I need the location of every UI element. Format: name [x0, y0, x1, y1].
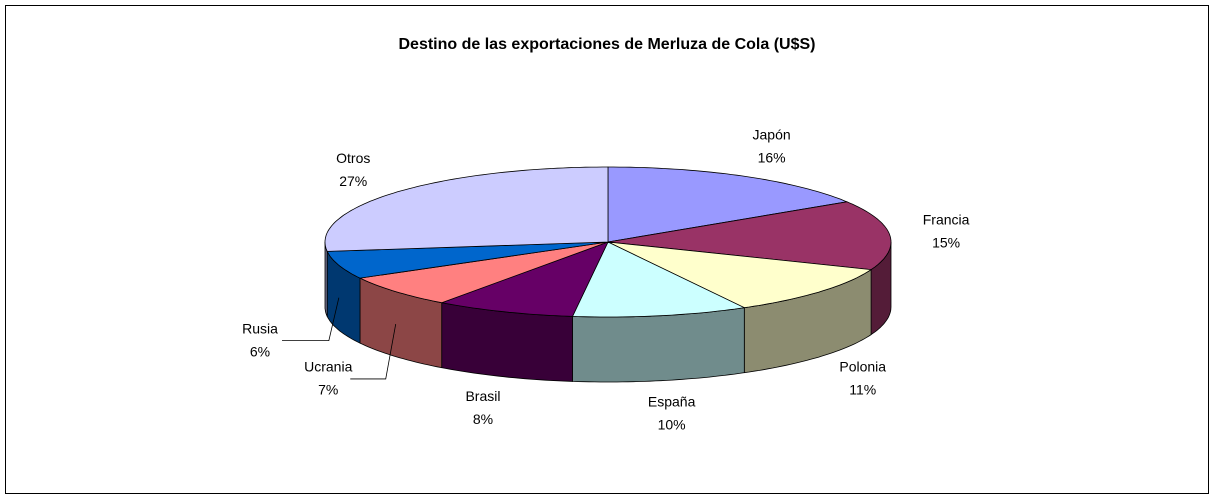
slice-value-label: 15%: [932, 234, 960, 250]
slice: [607, 241, 873, 309]
slice-value-label: 27%: [339, 173, 367, 189]
slice: [607, 166, 849, 243]
slice: [607, 201, 892, 271]
slice: [440, 241, 609, 317]
slice-side: [572, 307, 745, 383]
slice-label: Polonia: [839, 359, 886, 375]
slice-label: Japón: [753, 126, 791, 142]
slice-label: Rusia: [242, 320, 278, 336]
leader-line: [350, 324, 397, 380]
chart-title: Destino de las exportaciones de Merluza …: [399, 36, 816, 53]
slice-value-label: 8%: [473, 411, 493, 427]
slice: [324, 166, 609, 252]
slice-label: Otros: [336, 150, 370, 166]
slice: [326, 241, 609, 279]
slice-label: España: [648, 394, 696, 410]
slice-label: Francia: [923, 211, 970, 227]
slice-value-label: 11%: [849, 382, 876, 398]
slice-label: Brasil: [465, 388, 500, 404]
slice-value-label: 6%: [250, 343, 270, 359]
slice-value-label: 16%: [758, 149, 786, 165]
slice-value-label: 7%: [318, 382, 338, 398]
slice-label: Ucrania: [304, 359, 352, 375]
leader-line: [282, 297, 340, 342]
slice-value-label: 10%: [658, 417, 686, 433]
slice-side: [324, 242, 328, 317]
slice: [358, 241, 609, 304]
slice: [571, 241, 746, 318]
